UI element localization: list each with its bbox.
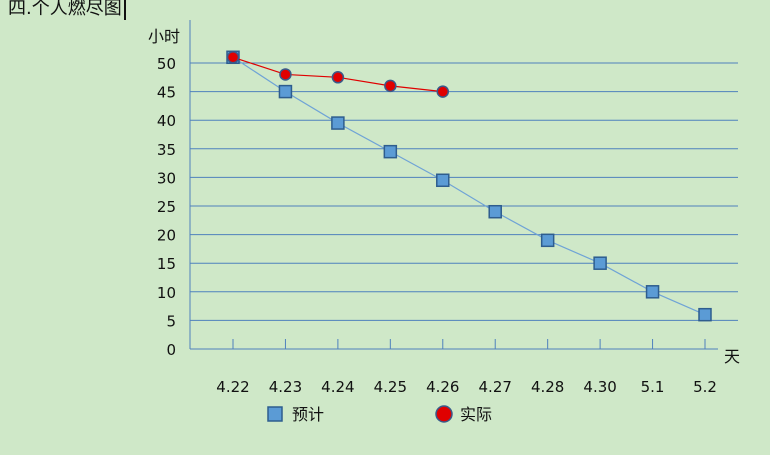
x-tick-label: 4.24 xyxy=(321,378,354,396)
chart-grid xyxy=(190,62,738,321)
point-1-0 xyxy=(226,51,240,64)
point-0-3 xyxy=(383,144,398,159)
point-0-7 xyxy=(593,256,607,270)
series-line-0 xyxy=(232,56,706,316)
chart-axes xyxy=(189,20,718,350)
point-0-6 xyxy=(540,233,555,248)
x-tick-label: 4.27 xyxy=(479,378,512,396)
point-1-4 xyxy=(436,85,450,98)
document-heading: 四.个人燃尽图 xyxy=(8,0,126,20)
y-tick-label: 0 xyxy=(166,341,176,359)
legend-marker-square xyxy=(267,406,283,422)
point-0-8 xyxy=(645,285,660,299)
y-axis-label: 小时 xyxy=(148,27,180,46)
y-tick-labels: 0 5 10 15 20 25 30 35 40 45 50 xyxy=(157,55,176,359)
x-tick-labels: 4.22 4.23 4.24 4.25 4.26 4.27 4.28 4.30 5.1 5.2 xyxy=(216,378,717,396)
x-tick-label: 4.26 xyxy=(426,378,459,396)
x-tick-label: 5.2 xyxy=(693,378,717,396)
y-tick-label: 50 xyxy=(157,55,176,73)
x-tick-label: 4.25 xyxy=(374,378,407,396)
point-1-1 xyxy=(279,68,292,81)
y-tick-label: 45 xyxy=(157,84,176,102)
point-0-2 xyxy=(331,116,345,130)
y-tick-label: 15 xyxy=(157,255,176,273)
y-tick-label: 35 xyxy=(157,141,176,159)
legend-marker-circle xyxy=(435,405,453,423)
x-tick-label: 4.22 xyxy=(216,378,249,396)
point-1-3 xyxy=(384,79,397,93)
point-0-4 xyxy=(436,173,450,188)
legend-label: 预计 xyxy=(292,405,324,424)
y-tick-label: 25 xyxy=(157,198,176,216)
point-0-5 xyxy=(488,204,502,219)
y-tick-label: 10 xyxy=(157,284,176,302)
y-tick-label: 30 xyxy=(157,169,176,187)
y-tick-label: 40 xyxy=(157,112,176,130)
y-tick-label: 5 xyxy=(166,312,176,330)
x-axis-label: 天 xyxy=(724,347,740,366)
chart-series xyxy=(226,50,712,322)
x-tick-label: 4.28 xyxy=(531,378,564,396)
x-tick-label: 5.1 xyxy=(641,378,665,396)
point-0-9 xyxy=(698,307,712,322)
x-tick-label: 4.23 xyxy=(269,378,302,396)
point-1-2 xyxy=(331,71,345,84)
x-tick-label: 4.30 xyxy=(583,378,616,396)
chart-legend: 预计 实际 xyxy=(267,405,492,424)
legend-label: 实际 xyxy=(460,405,492,424)
y-tick-label: 20 xyxy=(157,227,176,245)
point-0-1 xyxy=(278,84,293,99)
